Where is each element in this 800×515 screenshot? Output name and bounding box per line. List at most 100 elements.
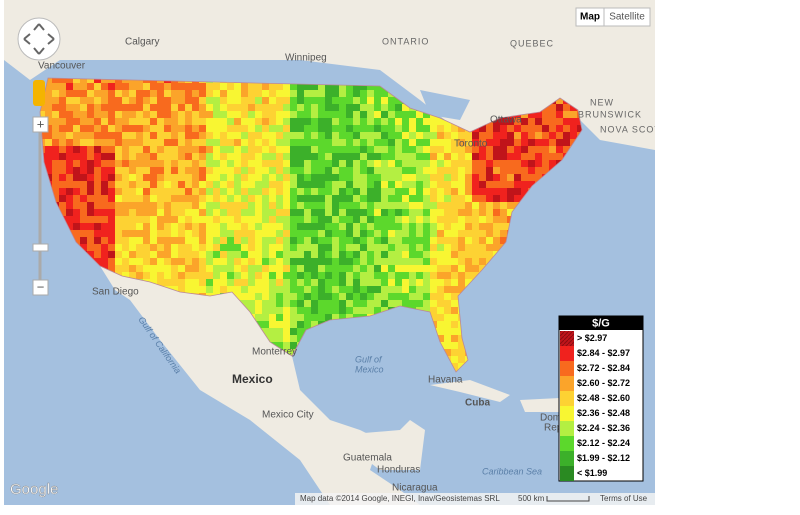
county-cell	[115, 188, 123, 196]
county-cell	[262, 167, 270, 175]
county-cell	[297, 202, 305, 210]
legend-label: $2.12 - $2.24	[577, 438, 630, 448]
county-cell	[269, 300, 277, 308]
county-cell	[52, 188, 60, 196]
county-cell	[199, 132, 207, 140]
county-cell	[297, 307, 305, 315]
county-cell	[87, 132, 95, 140]
county-cell	[269, 279, 277, 287]
county-cell	[185, 181, 193, 189]
legend-label: $2.72 - $2.84	[577, 363, 630, 373]
legend-label: $2.36 - $2.48	[577, 408, 630, 418]
county-cell	[45, 83, 53, 91]
terms-link[interactable]: Terms of Use	[600, 494, 648, 503]
county-cell	[311, 251, 319, 259]
county-cell	[395, 174, 403, 182]
zoom-in[interactable]	[32, 116, 49, 133]
county-cell	[199, 286, 207, 294]
county-cell	[276, 328, 284, 336]
county-cell	[409, 286, 417, 294]
county-cell	[535, 167, 543, 175]
satellite-button[interactable]	[603, 7, 651, 27]
county-cell	[430, 272, 438, 280]
county-cell	[178, 118, 186, 126]
county-cell	[409, 181, 417, 189]
county-cell	[535, 111, 543, 119]
zoom-handle[interactable]	[32, 243, 49, 252]
county-cell	[409, 272, 417, 280]
county-cell	[143, 125, 151, 133]
zoom-out[interactable]	[32, 279, 49, 296]
county-cell	[101, 104, 109, 112]
county-cell	[101, 118, 109, 126]
county-cell	[374, 104, 382, 112]
county-cell	[129, 195, 137, 203]
county-cell	[360, 258, 368, 266]
county-cell	[493, 181, 501, 189]
county-cell	[248, 286, 256, 294]
county-cell	[220, 146, 228, 154]
legend-swatch	[560, 376, 574, 391]
county-cell	[192, 244, 200, 252]
county-cell	[360, 307, 368, 315]
county-cell	[563, 132, 571, 140]
county-cell	[227, 125, 235, 133]
county-cell	[374, 146, 382, 154]
county-cell	[479, 153, 487, 161]
county-cell	[304, 272, 312, 280]
county-cell	[227, 118, 235, 126]
county-cell	[213, 167, 221, 175]
county-cell	[206, 139, 214, 147]
county-cell	[549, 125, 557, 133]
county-cell	[108, 90, 116, 98]
county-cell	[437, 244, 445, 252]
county-cell	[297, 321, 305, 329]
county-cell	[192, 265, 200, 273]
county-cell	[108, 132, 116, 140]
county-cell	[136, 265, 144, 273]
county-cell	[178, 90, 186, 98]
county-cell	[52, 83, 60, 91]
county-cell	[472, 188, 480, 196]
county-cell	[311, 174, 319, 182]
county-cell	[220, 216, 228, 224]
county-cell	[283, 223, 291, 231]
county-cell	[213, 97, 221, 105]
county-cell	[458, 356, 466, 364]
county-cell	[234, 230, 242, 238]
county-cell	[283, 195, 291, 203]
county-cell	[185, 272, 193, 280]
county-cell	[381, 188, 389, 196]
county-cell	[192, 174, 200, 182]
county-cell	[129, 153, 137, 161]
county-cell	[325, 202, 333, 210]
county-cell	[59, 209, 67, 217]
county-cell	[129, 265, 137, 273]
county-cell	[402, 286, 410, 294]
county-cell	[507, 125, 515, 133]
county-cell	[206, 209, 214, 217]
pan-control[interactable]	[17, 17, 61, 61]
county-cell	[297, 153, 305, 161]
county-cell	[311, 104, 319, 112]
county-cell	[318, 237, 326, 245]
county-cell	[283, 90, 291, 98]
county-cell	[318, 83, 326, 91]
pegman[interactable]	[33, 80, 45, 106]
county-cell	[458, 132, 466, 140]
county-cell	[248, 174, 256, 182]
county-cell	[276, 230, 284, 238]
county-cell	[311, 188, 319, 196]
county-cell	[290, 223, 298, 231]
county-cell	[395, 223, 403, 231]
county-cell	[241, 237, 249, 245]
county-cell	[318, 195, 326, 203]
county-cell	[297, 90, 305, 98]
map-canvas[interactable]: Calgary Winnipeg ONTARIO QUEBEC Vancouve…	[4, 0, 661, 505]
county-cell	[465, 209, 473, 217]
county-cell	[458, 174, 466, 182]
legend-swatch	[560, 331, 574, 346]
county-cell	[255, 251, 263, 259]
county-cell	[388, 181, 396, 189]
county-cell	[325, 83, 333, 91]
